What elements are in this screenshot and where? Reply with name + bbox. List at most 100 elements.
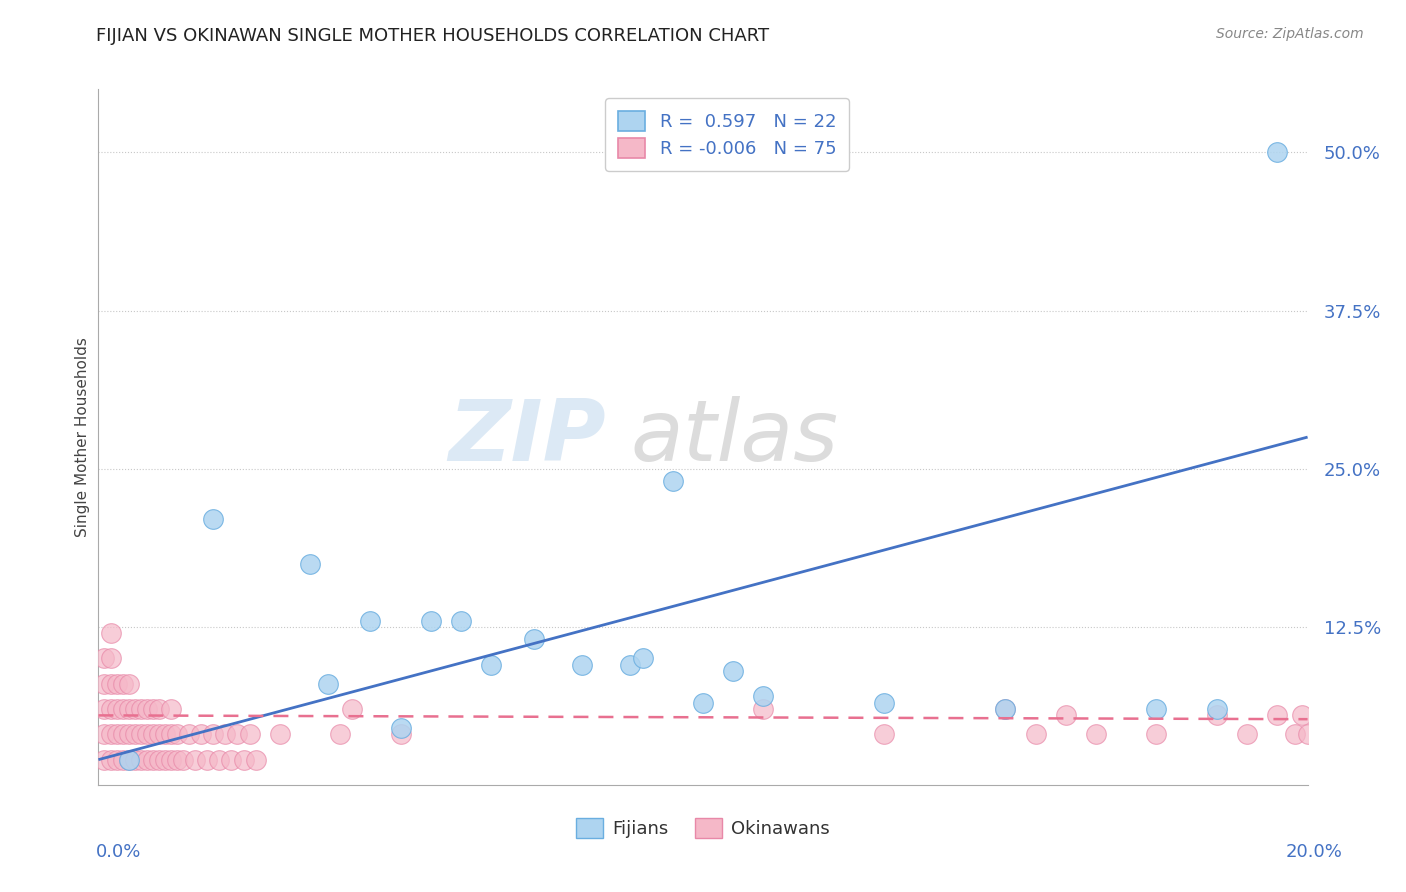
Point (124, 702, 146, 716)
Point (100, 702, 122, 716)
Point (118, 753, 141, 767)
Text: Source: ZipAtlas.com: Source: ZipAtlas.com (1216, 27, 1364, 41)
Text: atlas: atlas (630, 395, 838, 479)
Point (118, 753, 141, 767)
Point (105, 727, 128, 741)
Point (100, 626, 122, 640)
Point (118, 677, 141, 691)
Point (195, 753, 218, 767)
Point (166, 753, 188, 767)
Point (661, 475, 683, 489)
Point (1267, 708, 1289, 723)
Point (420, 614, 443, 628)
Point (93, 702, 115, 716)
Point (148, 702, 170, 716)
Point (190, 727, 212, 741)
Point (202, 727, 225, 741)
Point (124, 753, 146, 767)
Point (105, 677, 128, 691)
Point (153, 753, 176, 767)
Point (160, 727, 183, 741)
Point (752, 690, 775, 704)
Point (166, 727, 188, 741)
Point (100, 753, 122, 767)
Point (202, 512, 225, 526)
Point (160, 753, 183, 767)
Point (723, 664, 745, 678)
Point (329, 727, 352, 741)
Point (360, 614, 382, 628)
Point (142, 753, 165, 767)
Point (873, 727, 896, 741)
Point (129, 727, 152, 741)
Point (184, 753, 207, 767)
Point (118, 727, 141, 741)
Point (342, 702, 364, 716)
Point (299, 557, 322, 571)
Legend: Fijians, Okinawans: Fijians, Okinawans (568, 811, 838, 846)
Point (1054, 708, 1077, 723)
Point (105, 702, 128, 716)
Point (389, 721, 412, 735)
Point (232, 753, 254, 767)
Point (1206, 702, 1229, 716)
Point (873, 696, 896, 710)
Point (1236, 727, 1258, 741)
Point (142, 727, 165, 741)
Point (994, 702, 1017, 716)
Point (1284, 727, 1306, 741)
Text: FIJIAN VS OKINAWAN SINGLE MOTHER HOUSEHOLDS CORRELATION CHART: FIJIAN VS OKINAWAN SINGLE MOTHER HOUSEHO… (96, 27, 769, 45)
Point (214, 727, 236, 741)
Point (619, 657, 641, 672)
Point (135, 753, 157, 767)
Point (316, 677, 339, 691)
Point (93, 651, 115, 665)
Point (1144, 702, 1167, 716)
Point (135, 702, 157, 716)
Point (692, 696, 714, 710)
Point (1206, 708, 1229, 723)
Point (111, 727, 134, 741)
Point (389, 727, 412, 741)
Point (129, 702, 152, 716)
Point (111, 702, 134, 716)
Point (153, 727, 176, 741)
Point (245, 753, 267, 767)
Point (118, 702, 141, 716)
Point (148, 727, 170, 741)
Point (100, 677, 122, 691)
Point (93, 727, 115, 741)
Point (105, 753, 128, 767)
Point (994, 702, 1017, 716)
Point (93, 677, 115, 691)
Text: ZIP: ZIP (449, 395, 606, 479)
Point (450, 614, 472, 628)
Point (239, 727, 262, 741)
Point (1291, 708, 1313, 723)
Point (571, 657, 593, 672)
Point (172, 753, 194, 767)
Text: 20.0%: 20.0% (1286, 843, 1343, 861)
Point (93, 753, 115, 767)
Point (148, 753, 170, 767)
Y-axis label: Single Mother Households: Single Mother Households (75, 337, 90, 537)
Point (523, 632, 546, 647)
Point (135, 727, 157, 741)
Point (129, 753, 152, 767)
Point (100, 651, 122, 665)
Point (100, 727, 122, 741)
Point (631, 651, 654, 665)
Point (111, 753, 134, 767)
Text: 0.0%: 0.0% (96, 843, 141, 861)
Point (179, 727, 201, 741)
Point (208, 753, 231, 767)
Point (1267, 145, 1289, 160)
Point (160, 702, 183, 716)
Point (752, 702, 775, 716)
Point (269, 727, 291, 741)
Point (1085, 727, 1108, 741)
Point (111, 677, 134, 691)
Point (1296, 727, 1319, 741)
Point (1144, 727, 1167, 741)
Point (481, 657, 503, 672)
